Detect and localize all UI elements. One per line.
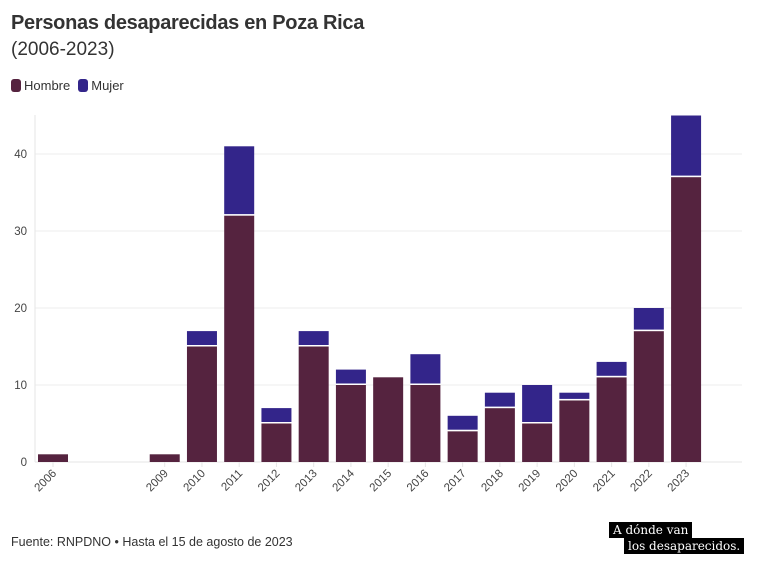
- bar-hombre-2023: [671, 177, 702, 462]
- bar-hombre-2012: [261, 423, 292, 462]
- y-tick-label: 40: [14, 149, 27, 161]
- x-tick-label: 2015: [368, 468, 395, 495]
- bar-hombre-2013: [298, 346, 329, 462]
- bar-hombre-2021: [596, 377, 627, 462]
- bar-hombre-2018: [484, 408, 515, 462]
- bar-hombre-2017: [447, 431, 478, 462]
- x-tick-label: 2022: [628, 468, 655, 495]
- source-note: Fuente: RNPDNO • Hasta el 15 de agosto d…: [11, 535, 293, 549]
- x-tick-label: 2010: [181, 468, 208, 495]
- x-tick-label: 2021: [591, 468, 618, 495]
- x-tick-label: 2019: [517, 468, 544, 495]
- bar-hombre-2015: [373, 377, 404, 462]
- bar-hombre-2022: [633, 331, 664, 462]
- legend-item-hombre: Hombre: [11, 78, 70, 93]
- bar-hombre-2010: [186, 346, 217, 462]
- bar-mujer-2022: [633, 308, 664, 330]
- bar-mujer-2011: [224, 146, 255, 215]
- x-tick-label: 2016: [405, 468, 432, 495]
- y-tick-label: 0: [21, 457, 27, 469]
- bar-mujer-2014: [335, 369, 366, 384]
- y-tick-label: 30: [14, 226, 27, 238]
- logo-line-2: los desaparecidos.: [624, 538, 745, 554]
- logo-line-1: A dónde van: [609, 522, 693, 538]
- legend-swatch-hombre: [11, 79, 21, 92]
- bar-hombre-2020: [559, 400, 590, 462]
- x-tick-label: 2017: [442, 468, 469, 495]
- bar-hombre-2016: [410, 385, 441, 462]
- bar-mujer-2019: [522, 385, 553, 422]
- bar-hombre-2006: [38, 454, 68, 462]
- logo: A dónde van los desaparecidos.: [609, 522, 745, 554]
- chart-title: Personas desaparecidas en Poza Rica: [11, 12, 365, 34]
- x-tick-label: 2023: [666, 468, 693, 495]
- legend-label: Hombre: [24, 78, 71, 93]
- x-tick-label: 2011: [219, 468, 245, 494]
- bar-hombre-2014: [335, 385, 366, 462]
- x-tick-label: 2018: [479, 468, 506, 495]
- bar-mujer-2012: [261, 408, 292, 422]
- bar-mujer-2023: [671, 115, 702, 176]
- bar-mujer-2013: [298, 331, 329, 345]
- y-tick-label: 20: [14, 303, 27, 315]
- bar-mujer-2016: [410, 354, 441, 384]
- legend-label: Mujer: [91, 78, 124, 93]
- x-tick-label: 2006: [33, 468, 60, 495]
- x-tick-label: 2020: [554, 468, 581, 495]
- x-tick-label: 2012: [256, 468, 283, 495]
- bar-mujer-2018: [484, 392, 515, 407]
- legend-swatch-mujer: [78, 79, 89, 92]
- x-tick-label: 2014: [330, 467, 357, 494]
- chart-subtitle: (2006-2023): [11, 39, 115, 60]
- bar-hombre-2011: [224, 215, 255, 462]
- bar-mujer-2010: [186, 331, 217, 345]
- x-tick-label: 2009: [144, 468, 171, 495]
- bar-mujer-2017: [447, 415, 478, 430]
- legend-item-mujer: Mujer: [78, 78, 124, 93]
- bar-hombre-2019: [522, 423, 553, 462]
- y-tick-label: 10: [14, 380, 27, 392]
- bar-mujer-2021: [596, 361, 627, 376]
- bar-hombre-2009: [149, 454, 180, 462]
- bar-mujer-2020: [559, 392, 590, 399]
- legend: Hombre Mujer: [11, 78, 124, 93]
- x-tick-label: 2013: [293, 468, 320, 495]
